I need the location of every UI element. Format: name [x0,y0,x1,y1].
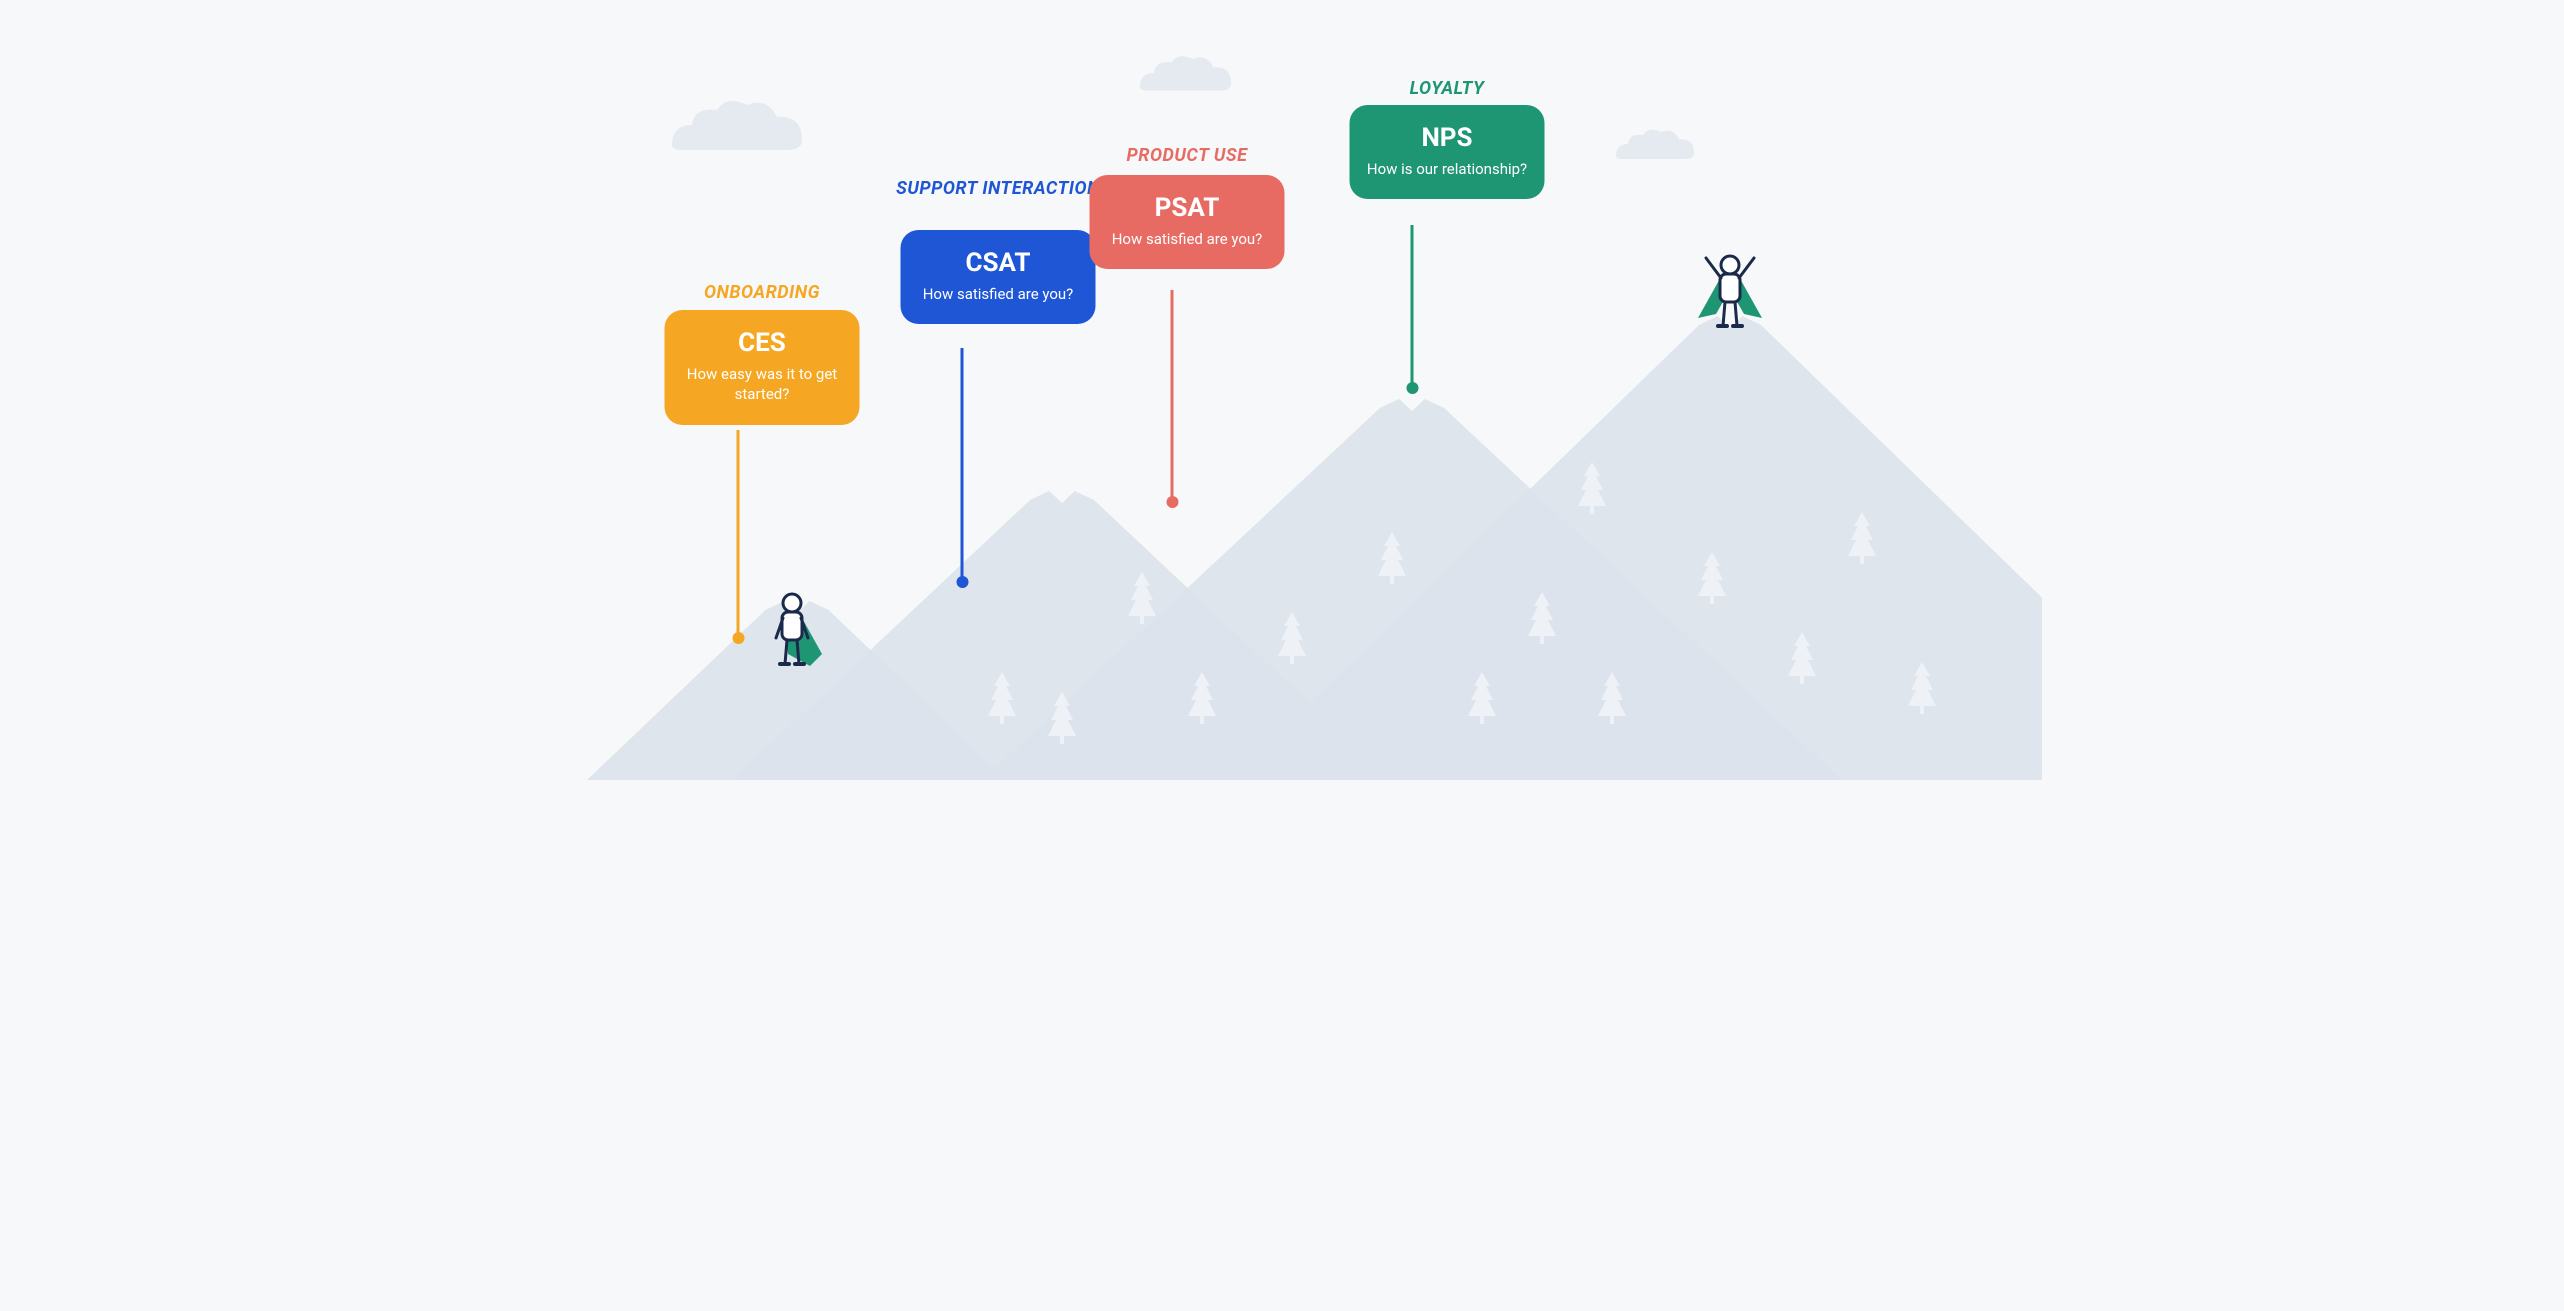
connector-loyalty [1411,225,1414,388]
card-question-product: How satisfied are you? [1106,229,1269,249]
connector-dot-support [956,576,968,588]
metric-card-loyalty: NPS How is our relationship? [1350,105,1545,199]
cloud-2 [1616,130,1694,159]
metric-card-onboarding: CES How easy was it to get started? [665,310,860,425]
metric-card-product: PSAT How satisfied are you? [1090,175,1285,269]
card-title-loyalty: NPS [1366,123,1529,153]
connector-dot-loyalty [1406,382,1418,394]
card-question-loyalty: How is our relationship? [1366,159,1529,179]
connector-dot-onboarding [732,632,744,644]
stage-label-product: PRODUCT USE [1077,145,1297,166]
card-title-onboarding: CES [681,328,844,358]
metric-card-support: CSAT How satisfied are you? [901,230,1096,324]
card-title-product: PSAT [1106,193,1269,223]
stage-label-support: SUPPORT INTERACTION [888,178,1108,199]
connector-dot-product [1166,496,1178,508]
card-title-support: CSAT [917,248,1080,278]
stage-label-onboarding: ONBOARDING [652,282,872,303]
cloud-1 [1140,56,1231,90]
card-question-support: How satisfied are you? [917,284,1080,304]
cloud-0 [672,101,802,150]
stage-label-loyalty: LOYALTY [1337,78,1557,99]
card-question-onboarding: How easy was it to get started? [681,364,844,405]
connector-product [1171,290,1174,502]
connector-support [961,348,964,582]
connector-onboarding [737,430,740,638]
infographic-canvas: ONBOARDING CES How easy was it to get star… [522,0,2042,780]
